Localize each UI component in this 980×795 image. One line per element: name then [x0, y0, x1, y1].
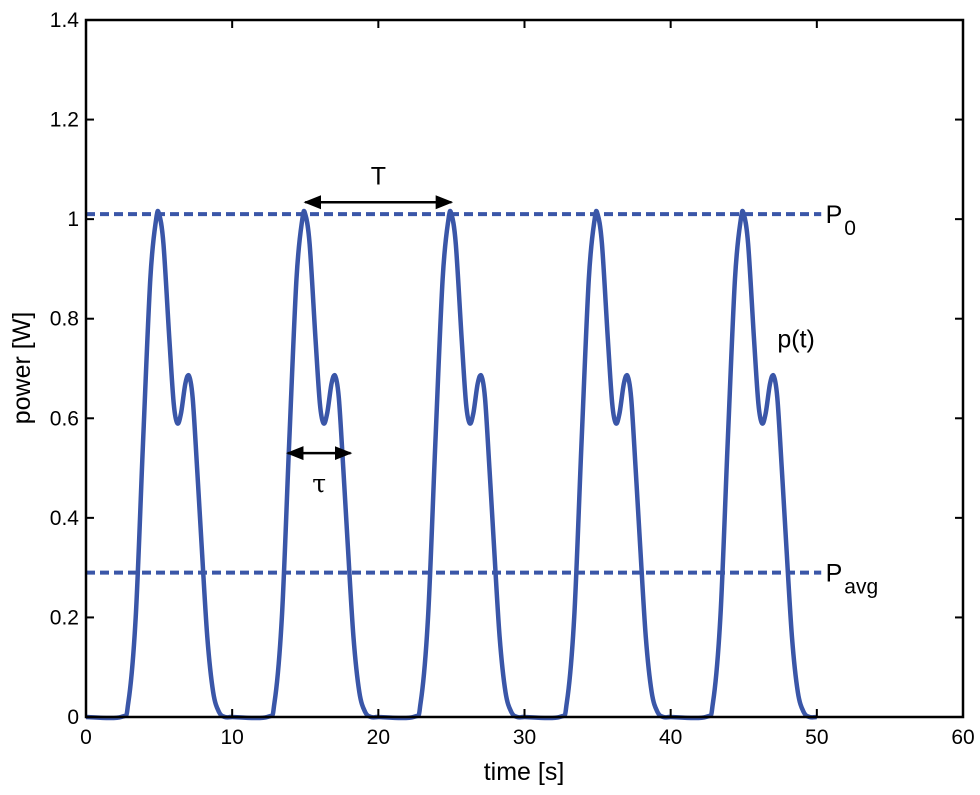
x-tick-label: 20	[367, 726, 390, 749]
y-tick-label: 0	[67, 706, 79, 729]
y-tick-label: 0.4	[50, 507, 80, 530]
x-tick-label: 10	[220, 726, 243, 749]
annotation-text: p(t)	[777, 326, 815, 354]
y-tick-label: 1.2	[50, 109, 79, 132]
annotation-text: P	[826, 560, 843, 588]
annotation-label: Pavg	[826, 560, 879, 599]
annotation-subscript: 0	[844, 217, 856, 240]
y-tick-label: 0.6	[50, 407, 79, 430]
x-axis-label: time [s]	[484, 758, 565, 786]
x-tick-label: 0	[80, 726, 92, 749]
series-p-t-line	[85, 208, 817, 721]
y-axis-label: power [W]	[8, 312, 36, 425]
annotation-label: τ	[312, 469, 326, 498]
x-tick-label: 60	[951, 726, 974, 749]
annotation-label: T	[371, 162, 386, 190]
x-tick-label: 30	[513, 726, 536, 749]
y-tick-label: 0.8	[50, 308, 79, 331]
x-tick-label: 40	[659, 726, 682, 749]
annotation-text: P	[826, 201, 843, 229]
y-tick-label: 1.4	[50, 9, 80, 32]
annotation-subscript: avg	[844, 576, 878, 599]
y-tick-label: 1	[67, 208, 79, 231]
y-tick-label: 0.2	[50, 606, 79, 629]
plot-frame	[84, 18, 965, 719]
x-tick-label: 50	[805, 726, 828, 749]
annotation-label: p(t)	[777, 326, 815, 354]
annotation-label: P0	[826, 201, 856, 240]
